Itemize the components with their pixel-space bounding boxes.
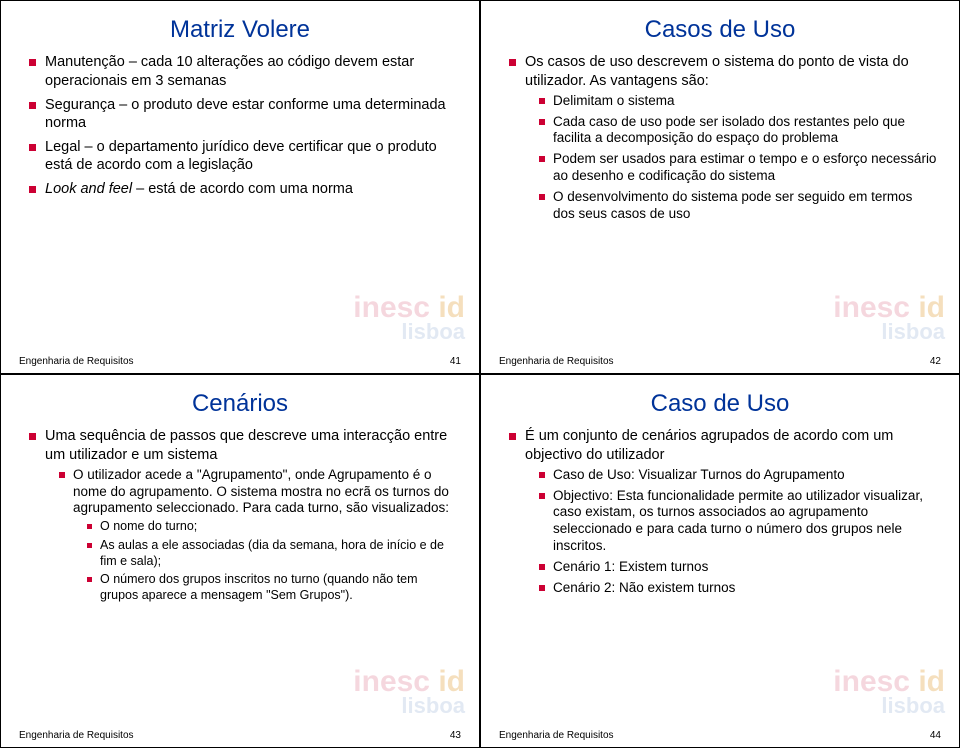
bullet-l2: Podem ser usados para estimar o tempo e … (539, 151, 937, 185)
footer-label: Engenharia de Requisitos (499, 730, 614, 741)
slide-title: Casos de Uso (499, 17, 941, 43)
bullet-l2: O desenvolvimento do sistema pode ser se… (539, 189, 937, 223)
bullet-l2: Delimitam o sistema (539, 93, 937, 110)
bullet-list: Os casos de uso descrevem o sistema do p… (499, 53, 941, 222)
slide-title: Matriz Volere (19, 17, 461, 43)
bullet-l1: Look and feel – está de acordo com uma n… (29, 180, 457, 198)
slide-number: 44 (930, 730, 941, 741)
slide-number: 43 (450, 730, 461, 741)
bullet-l3: O número dos grupos inscritos no turno (… (87, 572, 457, 603)
slide-title: Cenários (19, 391, 461, 417)
footer-label: Engenharia de Requisitos (19, 356, 134, 367)
bullet-l1: É um conjunto de cenários agrupados de a… (509, 427, 937, 596)
bullet-l2: Cenário 2: Não existem turnos (539, 580, 937, 597)
bullet-list: Manutenção – cada 10 alterações ao códig… (19, 53, 461, 198)
bullet-l1: Uma sequência de passos que descreve uma… (29, 427, 457, 603)
slide-footer: Engenharia de Requisitos 42 (499, 356, 941, 367)
watermark: inesc id lisboa (833, 291, 945, 345)
bullet-l3: As aulas a ele associadas (dia da semana… (87, 538, 457, 569)
bullet-list: Uma sequência de passos que descreve uma… (19, 427, 461, 603)
bullet-l1: Segurança – o produto deve estar conform… (29, 96, 457, 132)
bullet-l2: Cenário 1: Existem turnos (539, 559, 937, 576)
slide-title: Caso de Uso (499, 391, 941, 417)
watermark: inesc id lisboa (353, 291, 465, 345)
bullet-l1: Os casos de uso descrevem o sistema do p… (509, 53, 937, 222)
bullet-l2: Cada caso de uso pode ser isolado dos re… (539, 114, 937, 148)
slide-grid: Matriz Volere Manutenção – cada 10 alter… (0, 0, 960, 748)
bullet-l1: Manutenção – cada 10 alterações ao códig… (29, 53, 457, 89)
bullet-l2: Caso de Uso: Visualizar Turnos do Agrupa… (539, 467, 937, 484)
slide-footer: Engenharia de Requisitos 43 (19, 730, 461, 741)
watermark: inesc id lisboa (353, 665, 465, 719)
watermark: inesc id lisboa (833, 665, 945, 719)
bullet-l2: O utilizador acede a "Agrupamento", onde… (59, 467, 457, 604)
slide-4: Caso de Uso É um conjunto de cenários ag… (480, 374, 960, 748)
bullet-l2: Objectivo: Esta funcionalidade permite a… (539, 488, 937, 556)
slide-footer: Engenharia de Requisitos 41 (19, 356, 461, 367)
slide-3: Cenários Uma sequência de passos que des… (0, 374, 480, 748)
slide-2: Casos de Uso Os casos de uso descrevem o… (480, 0, 960, 374)
bullet-l1: Legal – o departamento jurídico deve cer… (29, 138, 457, 174)
bullet-list: É um conjunto de cenários agrupados de a… (499, 427, 941, 596)
slide-footer: Engenharia de Requisitos 44 (499, 730, 941, 741)
slide-number: 42 (930, 356, 941, 367)
slide-number: 41 (450, 356, 461, 367)
slide-1: Matriz Volere Manutenção – cada 10 alter… (0, 0, 480, 374)
footer-label: Engenharia de Requisitos (499, 356, 614, 367)
bullet-l3: O nome do turno; (87, 519, 457, 535)
footer-label: Engenharia de Requisitos (19, 730, 134, 741)
